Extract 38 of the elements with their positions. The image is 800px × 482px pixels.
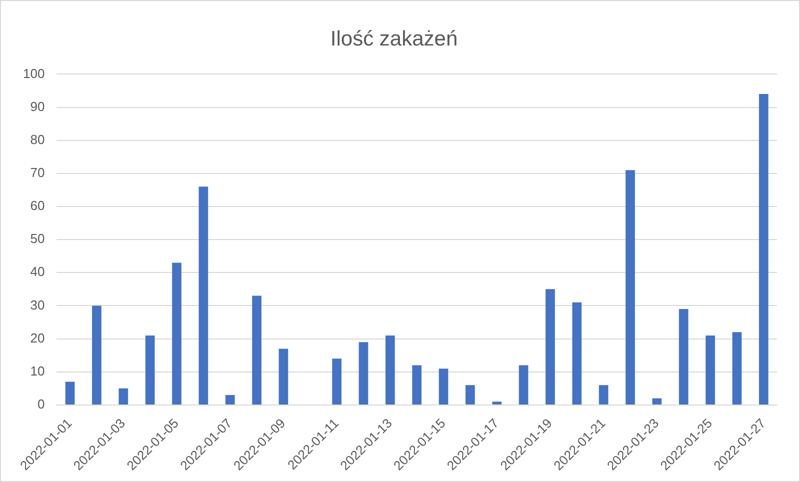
bar <box>278 348 288 404</box>
bar <box>518 365 528 404</box>
bar <box>678 309 688 404</box>
bar <box>492 402 502 404</box>
bar <box>466 385 475 404</box>
y-tick-label: 10 <box>30 363 45 378</box>
bar <box>706 335 715 404</box>
bar <box>65 382 75 404</box>
bar <box>572 302 582 404</box>
bar <box>598 385 608 404</box>
bar <box>225 395 235 404</box>
bar <box>145 335 155 404</box>
bar <box>172 262 182 404</box>
y-tick-label: 20 <box>30 330 45 346</box>
bar <box>198 186 208 404</box>
y-tick-label: 60 <box>30 198 45 214</box>
bar <box>358 342 368 404</box>
bar <box>118 388 128 404</box>
y-tick-label: 30 <box>30 297 45 312</box>
y-tick-label: 50 <box>30 231 45 246</box>
bar <box>652 398 662 404</box>
y-tick-label: 70 <box>30 165 45 180</box>
y-tick-label: 90 <box>30 98 45 114</box>
y-tick-label: 40 <box>30 264 45 280</box>
bar <box>332 358 342 404</box>
y-tick-label: 100 <box>22 66 45 81</box>
bar <box>438 368 448 404</box>
chart-title: Ilość zakażeń <box>330 27 458 50</box>
bar <box>92 306 102 404</box>
bar <box>546 289 555 404</box>
y-tick-label: 80 <box>30 132 45 147</box>
bar <box>252 296 262 404</box>
bar <box>386 335 395 404</box>
bar <box>412 365 422 404</box>
bar <box>732 332 742 404</box>
bar <box>626 170 635 404</box>
y-tick-label: 0 <box>37 396 45 412</box>
bar <box>758 94 768 404</box>
